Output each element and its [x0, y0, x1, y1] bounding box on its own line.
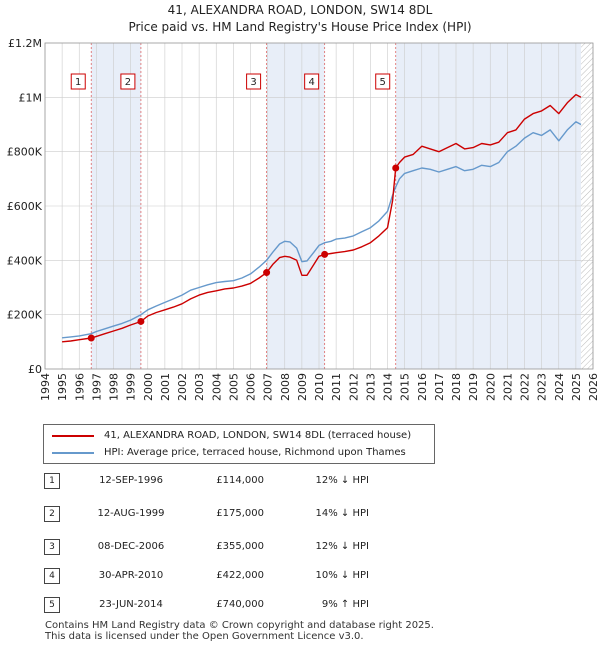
legend-label-hpi: HPI: Average price, terraced house, Rich… — [104, 447, 406, 458]
legend-line-property — [52, 435, 94, 437]
y-tick-label: £600K — [7, 200, 43, 213]
sale-row: 2 12-AUG-1999 £175,000 14% ↓ HPI — [44, 506, 444, 524]
x-tick-label: 2015 — [399, 373, 412, 401]
x-tick-label: 2001 — [159, 373, 172, 401]
legend: 41, ALEXANDRA ROAD, LONDON, SW14 8DL (te… — [43, 424, 435, 464]
legend-label-property: 41, ALEXANDRA ROAD, LONDON, SW14 8DL (te… — [104, 430, 412, 441]
sale-number-badge: 3 — [44, 539, 60, 555]
x-tick-label: 2008 — [279, 373, 292, 401]
sale-number-badge: 4 — [44, 568, 60, 584]
chart-title-line1: 41, ALEXANDRA ROAD, LONDON, SW14 8DL — [167, 3, 433, 17]
x-tick-label: 2010 — [313, 373, 326, 401]
x-tick-label: 1997 — [90, 373, 103, 401]
sale-price: £422,000 — [216, 570, 264, 581]
x-tick-label: 1994 — [39, 373, 52, 401]
y-tick-label: £400K — [7, 254, 43, 267]
sale-point — [87, 334, 95, 342]
y-tick-label: £800K — [7, 146, 43, 159]
sale-marker-label: 1 — [75, 77, 81, 88]
sale-point — [137, 317, 145, 325]
price-chart: 1 2 3 4 5 £0 £200K £400K £600K £800K £1M £1.2M 1994 1… — [7, 37, 600, 401]
y-tick-label: £1M — [19, 91, 43, 104]
sale-date: 23-JUN-2014 — [99, 599, 163, 610]
sale-row: 3 08-DEC-2006 £355,000 12% ↓ HPI — [44, 539, 444, 557]
x-tick-label: 2005 — [227, 373, 240, 401]
legend-item-hpi: HPI: Average price, terraced house, Rich… — [52, 445, 406, 461]
footer-copyright: Contains HM Land Registry data © Crown c… — [45, 620, 434, 631]
legend-item-property: 41, ALEXANDRA ROAD, LONDON, SW14 8DL (te… — [52, 428, 411, 444]
x-tick-label: 2024 — [553, 373, 566, 401]
sale-marker-box — [304, 73, 320, 90]
x-tick-label: 2023 — [536, 373, 549, 401]
sale-date: 08-DEC-2006 — [97, 541, 165, 552]
x-tick-label: 2009 — [296, 373, 309, 401]
sale-marker-label: 3 — [250, 77, 256, 88]
sale-point — [321, 250, 329, 258]
sale-hpi-diff: 12% ↓ HPI — [315, 541, 369, 552]
sale-hpi-diff: 14% ↓ HPI — [315, 508, 369, 519]
x-tick-label: 2022 — [519, 373, 532, 401]
sale-marker-box — [246, 73, 262, 90]
x-tick-label: 1996 — [73, 373, 86, 401]
sale-marker-box — [375, 73, 391, 90]
sale-row: 1 12-SEP-1996 £114,000 12% ↓ HPI — [44, 473, 444, 491]
x-tick-label: 2002 — [176, 373, 189, 401]
x-tick-label: 2014 — [382, 373, 395, 401]
sale-price: £355,000 — [216, 541, 264, 552]
sale-marker-label: 2 — [125, 77, 131, 88]
x-tick-label: 1998 — [108, 373, 121, 401]
x-tick-label: 2007 — [262, 373, 275, 401]
x-tick-label: 2026 — [587, 373, 600, 401]
sale-marker-label: 5 — [380, 77, 386, 88]
legend-line-hpi — [52, 452, 94, 454]
x-tick-label: 1999 — [125, 373, 138, 401]
y-tick-label: £0 — [28, 363, 42, 376]
x-tick-label: 2006 — [245, 373, 258, 401]
x-tick-label: 2025 — [570, 373, 583, 401]
sale-price: £175,000 — [216, 508, 264, 519]
sale-number-badge: 5 — [44, 597, 60, 613]
sale-number-badge: 1 — [44, 473, 60, 489]
x-tick-label: 2017 — [433, 373, 446, 401]
x-tick-label: 2012 — [347, 373, 360, 401]
sale-marker-box — [120, 73, 136, 90]
x-tick-label: 2013 — [364, 373, 377, 401]
x-tick-label: 2021 — [501, 373, 514, 401]
hpi-line — [62, 121, 582, 339]
sale-marker-box — [70, 73, 86, 90]
x-tick-label: 1995 — [56, 373, 69, 401]
chart-title-line2: Price paid vs. HM Land Registry's House … — [128, 20, 472, 34]
x-tick-label: 2011 — [330, 373, 343, 401]
sale-hpi-diff: 9% ↑ HPI — [321, 599, 369, 610]
sale-date: 12-SEP-1996 — [99, 475, 163, 486]
sale-row: 4 30-APR-2010 £422,000 10% ↓ HPI — [44, 568, 444, 586]
sale-row: 5 23-JUN-2014 £740,000 9% ↑ HPI — [44, 597, 444, 615]
x-tick-label: 2003 — [193, 373, 206, 401]
sale-number-badge: 2 — [44, 506, 60, 522]
x-tick-label: 2018 — [450, 373, 463, 401]
x-tick-label: 2004 — [210, 373, 223, 401]
plot-frame — [44, 42, 594, 370]
sale-marker-label: 4 — [308, 77, 314, 88]
sale-point — [263, 269, 271, 277]
y-tick-label: £1.2M — [8, 37, 42, 50]
x-tick-label: 2019 — [467, 373, 480, 401]
footer-license: This data is licensed under the Open Gov… — [45, 631, 364, 642]
footer: Contains HM Land Registry data © Crown c… — [45, 620, 434, 642]
sale-price: £740,000 — [216, 599, 264, 610]
x-tick-label: 2020 — [484, 373, 497, 401]
sale-price: £114,000 — [216, 475, 264, 486]
sale-date: 30-APR-2010 — [98, 570, 164, 581]
sale-date: 12-AUG-1999 — [97, 508, 165, 519]
sale-hpi-diff: 12% ↓ HPI — [315, 475, 369, 486]
sale-point — [392, 164, 400, 172]
sale-hpi-diff: 10% ↓ HPI — [315, 570, 369, 581]
x-tick-label: 2016 — [416, 373, 429, 401]
x-tick-label: 2000 — [142, 373, 155, 401]
y-tick-label: £200K — [7, 309, 43, 322]
